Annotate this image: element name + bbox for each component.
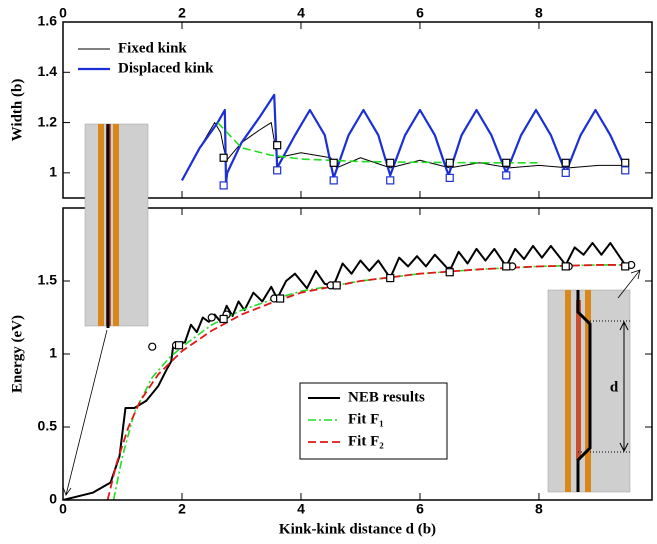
marker-square [219,181,228,190]
marker-square [386,158,395,167]
marker-circle [207,313,216,322]
y-axis-label: Energy (eV) [9,315,25,393]
x-tick-label: 0 [59,501,67,517]
plot-frame [62,21,653,199]
legend-label: Displaced kink [118,60,214,76]
marker-square [445,158,454,167]
marker-square [621,166,630,175]
marker-square [621,262,630,271]
plot-area [181,93,630,190]
annotation-d: d [610,379,619,395]
marker-square [219,314,228,324]
x-tick-label: 8 [535,501,543,517]
marker-square [174,341,184,350]
data-line [106,264,635,500]
y-tick-label: 1.2 [38,113,58,129]
legend-label: NEB results [348,389,425,405]
marker-square [273,166,282,175]
legend-label: Fit F₂ [348,433,384,449]
x-tick-label: 8 [535,5,543,21]
marker-square [445,268,454,277]
marker-square [273,141,282,150]
marker-square [332,281,341,290]
marker-square [561,158,570,167]
y-tick-label: 1.4 [38,63,58,79]
y-tick-label: 0 [49,491,57,507]
marker-square [561,262,570,271]
legend-label: Fixed kink [118,40,187,56]
marker-square [445,173,454,182]
marker-square [329,158,338,167]
marker-square [219,153,228,162]
x-tick-label: 0 [59,5,67,21]
marker-circle [148,342,157,351]
data-line [181,122,626,181]
y-tick-label: 1 [49,164,57,180]
y-tick-label: 1.6 [38,13,58,29]
marker-square [386,273,395,283]
y-axis-label: Width (b) [9,79,25,142]
marker-square [502,262,511,271]
arrows [62,269,641,496]
marker-square [276,294,285,303]
plot-area [63,242,636,500]
y-tick-label: 0.5 [38,418,58,434]
x-tick-label: 4 [297,5,305,21]
marker-square [386,176,395,185]
marker-square [329,176,338,185]
marker-square [502,171,511,180]
y-tick-label: 1 [49,345,57,361]
x-tick-label: 6 [416,501,424,517]
x-tick-label: 4 [297,501,305,517]
inset-structure-right [547,289,632,493]
x-axis-label: Kink-kink distance d (b) [279,521,436,537]
inset-structure-left [84,123,149,328]
x-tick-label: 6 [416,5,424,21]
marker-square [561,168,570,177]
legend-box [299,382,448,460]
plots: 0 2 4 6 8 1 1.2 1.4 1.6 Width (b) Fixed kink Displa… [9,5,653,537]
x-tick-label: 2 [178,501,186,517]
legend-label: Fit F₁ [348,411,384,427]
y-tick-label: 1.5 [38,272,58,288]
marker-square [502,158,511,167]
plot-frame [62,207,653,501]
data-line [181,93,627,185]
x-tick-label: 2 [178,5,186,21]
marker-square [621,158,630,167]
